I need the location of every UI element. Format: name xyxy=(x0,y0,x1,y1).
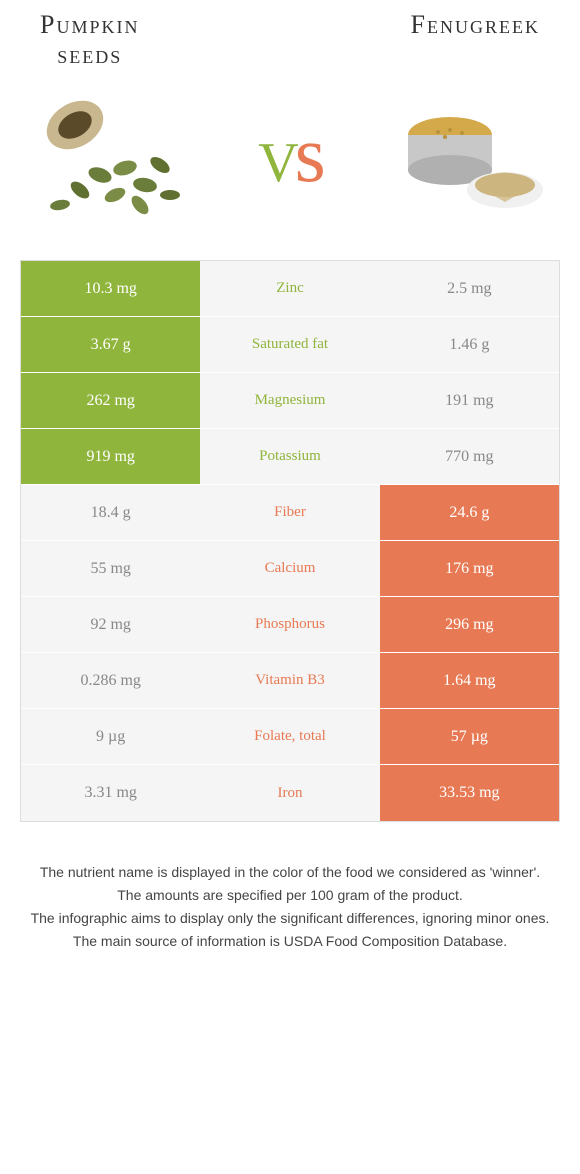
left-value: 9 µg xyxy=(21,709,200,764)
table-row: 10.3 mgZinc2.5 mg xyxy=(21,261,559,317)
footnote-line: The infographic aims to display only the… xyxy=(30,908,550,929)
vs-label: vs xyxy=(258,110,322,201)
vs-s: s xyxy=(295,111,322,199)
table-row: 9 µgFolate, total57 µg xyxy=(21,709,559,765)
right-value: 296 mg xyxy=(380,597,559,652)
table-row: 55 mgCalcium176 mg xyxy=(21,541,559,597)
left-value: 3.67 g xyxy=(21,317,200,372)
nutrient-label: Calcium xyxy=(200,541,379,596)
footnotes: The nutrient name is displayed in the co… xyxy=(0,822,580,952)
right-value: 33.53 mg xyxy=(380,765,559,821)
right-value: 191 mg xyxy=(380,373,559,428)
right-value: 1.64 mg xyxy=(380,653,559,708)
fenugreek-illustration xyxy=(390,90,550,220)
left-value: 919 mg xyxy=(21,429,200,484)
vs-v: v xyxy=(258,111,294,199)
right-value: 2.5 mg xyxy=(380,261,559,316)
table-row: 92 mgPhosphorus296 mg xyxy=(21,597,559,653)
right-value: 176 mg xyxy=(380,541,559,596)
table-row: 3.31 mgIron33.53 mg xyxy=(21,765,559,821)
right-value: 770 mg xyxy=(380,429,559,484)
nutrient-label: Fiber xyxy=(200,485,379,540)
comparison-table: 10.3 mgZinc2.5 mg3.67 gSaturated fat1.46… xyxy=(20,260,560,822)
table-row: 0.286 mgVitamin B31.64 mg xyxy=(21,653,559,709)
right-value: 24.6 g xyxy=(380,485,559,540)
table-row: 919 mgPotassium770 mg xyxy=(21,429,559,485)
footnote-line: The amounts are specified per 100 gram o… xyxy=(30,885,550,906)
left-value: 0.286 mg xyxy=(21,653,200,708)
header: Pumpkin seeds Fenugreek xyxy=(0,0,580,70)
left-value: 262 mg xyxy=(21,373,200,428)
left-value: 3.31 mg xyxy=(21,765,200,821)
left-value: 10.3 mg xyxy=(21,261,200,316)
table-row: 18.4 gFiber24.6 g xyxy=(21,485,559,541)
table-row: 3.67 gSaturated fat1.46 g xyxy=(21,317,559,373)
left-food-title: Pumpkin seeds xyxy=(40,10,139,70)
nutrient-label: Zinc xyxy=(200,261,379,316)
right-value: 1.46 g xyxy=(380,317,559,372)
right-value: 57 µg xyxy=(380,709,559,764)
nutrient-label: Magnesium xyxy=(200,373,379,428)
nutrient-label: Saturated fat xyxy=(200,317,379,372)
footnote-line: The nutrient name is displayed in the co… xyxy=(30,862,550,883)
table-row: 262 mgMagnesium191 mg xyxy=(21,373,559,429)
nutrient-label: Folate, total xyxy=(200,709,379,764)
hero: vs xyxy=(0,70,580,260)
footnote-line: The main source of information is USDA F… xyxy=(30,931,550,952)
right-food-title: Fenugreek xyxy=(411,10,540,70)
nutrient-label: Vitamin B3 xyxy=(200,653,379,708)
left-value: 18.4 g xyxy=(21,485,200,540)
pumpkin-seeds-illustration xyxy=(30,90,190,220)
nutrient-label: Phosphorus xyxy=(200,597,379,652)
left-value: 55 mg xyxy=(21,541,200,596)
left-value: 92 mg xyxy=(21,597,200,652)
nutrient-label: Iron xyxy=(200,765,379,821)
nutrient-label: Potassium xyxy=(200,429,379,484)
